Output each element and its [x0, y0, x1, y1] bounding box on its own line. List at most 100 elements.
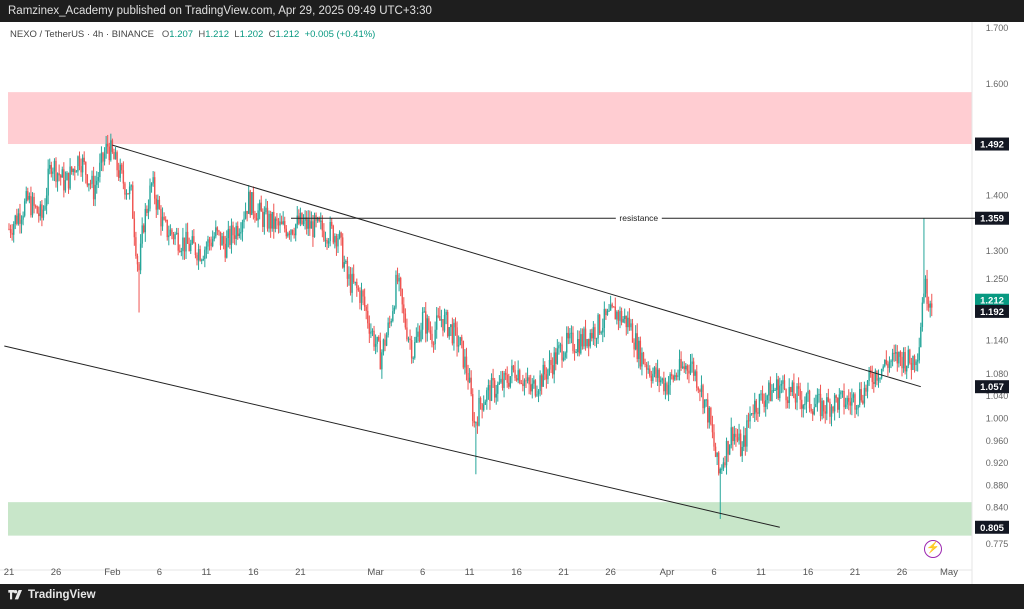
y-tick-label: 0.920: [986, 458, 1009, 468]
candle-body: [213, 236, 215, 240]
x-tick-label: 26: [51, 567, 62, 578]
candle-body: [414, 342, 416, 358]
candle-body: [577, 339, 579, 353]
price-tag: [975, 137, 1009, 151]
candle-body: [316, 217, 319, 221]
candle-body: [105, 143, 107, 154]
candle-body: [837, 398, 839, 410]
candle-body: [440, 319, 443, 321]
candle-body: [39, 204, 42, 217]
candle-body: [16, 215, 18, 224]
candle-body: [923, 293, 925, 303]
candle-body: [639, 340, 642, 367]
candle-body: [661, 378, 663, 381]
candles-group: [8, 133, 933, 519]
candle-body: [378, 336, 380, 341]
y-tick-label: 1.080: [986, 369, 1009, 379]
candle-body: [53, 160, 56, 172]
candle-body: [641, 352, 643, 367]
candle-body: [249, 191, 251, 215]
candle-body: [354, 281, 356, 283]
candle-body: [340, 232, 342, 238]
candle-body: [36, 206, 38, 214]
publish-header-text: Ramzinex_Academy published on TradingVie…: [8, 5, 432, 17]
candle-body: [58, 173, 60, 176]
candle-body: [760, 393, 762, 395]
candle-body: [504, 372, 507, 375]
candle-body: [205, 246, 208, 250]
y-tick-label: 1.000: [986, 413, 1009, 423]
candle-body: [598, 314, 601, 333]
candle-body: [285, 228, 287, 237]
candle-body: [578, 339, 580, 354]
tradingview-logo-icon: [8, 590, 22, 600]
candle-body: [456, 327, 458, 347]
candle-body: [161, 216, 164, 227]
candle-body: [832, 406, 834, 412]
price-chart[interactable]: resistance 0.775 0.840 0.880 0.920 0.960 1.000…: [0, 22, 1024, 584]
candle-body: [8, 228, 10, 230]
candle-body: [636, 333, 638, 359]
x-tick-label: 26: [897, 567, 908, 578]
candle-body: [672, 375, 674, 380]
candle-body: [492, 377, 494, 381]
candle-body: [122, 170, 125, 184]
lightning-icon[interactable]: ⚡: [924, 540, 942, 558]
candle-body: [80, 166, 82, 173]
candle-body: [821, 400, 823, 417]
candle-body: [141, 225, 143, 244]
candle-body: [470, 377, 472, 395]
candle-body: [277, 220, 280, 226]
candle-body: [478, 397, 480, 426]
candle-body: [262, 211, 264, 227]
footer-brand: TradingView: [28, 589, 96, 601]
candle-body: [365, 306, 367, 311]
candle-body: [747, 420, 750, 422]
candle-body: [254, 213, 256, 218]
candle-body: [838, 394, 841, 410]
candle-body: [393, 307, 396, 312]
candle-body: [597, 314, 599, 339]
candle-body: [533, 380, 535, 384]
candle-body: [429, 330, 432, 334]
candle-body: [873, 382, 875, 385]
candle-body: [395, 274, 397, 308]
candle-body: [506, 374, 508, 383]
candle-body: [398, 277, 400, 282]
candle-body: [739, 433, 742, 456]
candle-body: [642, 352, 645, 364]
candle-body: [555, 352, 557, 364]
price-tag-label: 1.057: [980, 382, 1004, 393]
candle-body: [313, 215, 316, 238]
candle-body: [835, 395, 837, 399]
candle-body: [515, 378, 518, 381]
candle-body: [824, 411, 826, 414]
candle-body: [138, 264, 140, 271]
candle-body: [755, 400, 757, 413]
candle-body: [544, 364, 546, 375]
candle-body: [562, 357, 565, 361]
candle-body: [171, 229, 173, 235]
candle-body: [898, 351, 900, 364]
candle-body: [445, 312, 447, 316]
candle-body: [844, 404, 847, 408]
candle-body: [901, 356, 903, 369]
candle-body: [564, 352, 566, 358]
candle-body: [216, 227, 219, 231]
candle-body: [534, 380, 537, 396]
candle-body: [31, 196, 34, 216]
candle-body: [25, 191, 27, 202]
candle-body: [791, 382, 794, 393]
candle-body: [790, 387, 792, 393]
candle-body: [412, 357, 414, 359]
publish-header: Ramzinex_Academy published on TradingVie…: [0, 0, 1024, 22]
candle-body: [468, 377, 471, 383]
candle-body: [741, 446, 743, 456]
candle-body: [849, 401, 851, 406]
x-tick-label: 16: [803, 567, 814, 578]
candle-body: [60, 175, 62, 178]
candle-body: [432, 343, 435, 345]
candle-body: [924, 278, 927, 294]
chart-area[interactable]: resistance 0.775 0.840 0.880 0.920 0.960 1.000…: [0, 22, 1024, 584]
candle-body: [74, 168, 76, 173]
